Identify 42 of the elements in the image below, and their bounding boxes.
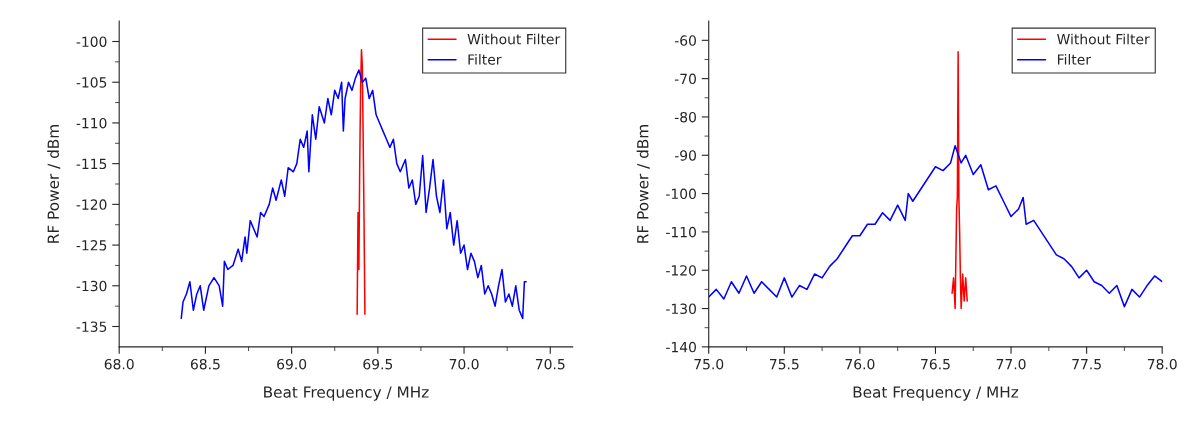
y-tick-label: -100 [76,36,107,47]
y-tick-label: -135 [76,321,107,332]
x-tick-label: 75.0 [694,358,724,370]
legend-label: Without Filter [1057,33,1150,45]
y-tick-label: -130 [76,280,107,292]
x-tick-label: 77.5 [1072,359,1101,370]
x-axis-title: Beat Frequency / MHz [853,386,1019,401]
y-tick-label: -60 [674,35,696,46]
x-tick-label: 70.5 [535,358,565,370]
y-tick-label: -140 [666,341,696,353]
x-tick-label: 68.0 [104,358,134,370]
y-tick-label: -70 [674,73,696,85]
y-tick-label: -110 [76,117,107,129]
y-tick-label: -120 [666,265,696,276]
y-tick-label: -105 [76,77,107,88]
y-tick-label: -100 [666,188,696,200]
x-tick-label: 78.0 [1147,358,1177,370]
x-tick-label: 75.5 [769,359,799,370]
y-axis-title: RF Power / dBm [636,125,650,243]
legend-label: Filter [468,54,502,65]
y-tick-label: -90 [674,150,696,161]
y-tick-label: -125 [76,240,107,251]
line-series [951,51,968,310]
x-axis-title: Beat Frequency / MHz [264,386,429,401]
y-tick-label: -110 [666,226,696,238]
legend-label: Without Filter [467,33,561,45]
line-series [708,144,1163,308]
line-series [180,69,527,320]
x-tick-label: 76.5 [921,358,950,370]
x-tick-label: 69.5 [363,358,393,370]
x-tick-label: 69.0 [277,358,307,370]
y-tick-label: -120 [76,199,107,210]
legend-label: Filter [1057,54,1092,65]
y-tick-label: -115 [76,158,107,170]
x-tick-label: 76.0 [845,358,875,370]
y-axis-title: RF Power / dBm [47,125,61,243]
x-tick-label: 68.5 [190,358,220,370]
x-tick-label: 70.0 [449,358,479,370]
line-series [356,48,366,316]
x-tick-label: 77.0 [996,358,1026,370]
y-tick-label: -130 [666,303,696,315]
y-tick-label: -80 [674,111,696,123]
